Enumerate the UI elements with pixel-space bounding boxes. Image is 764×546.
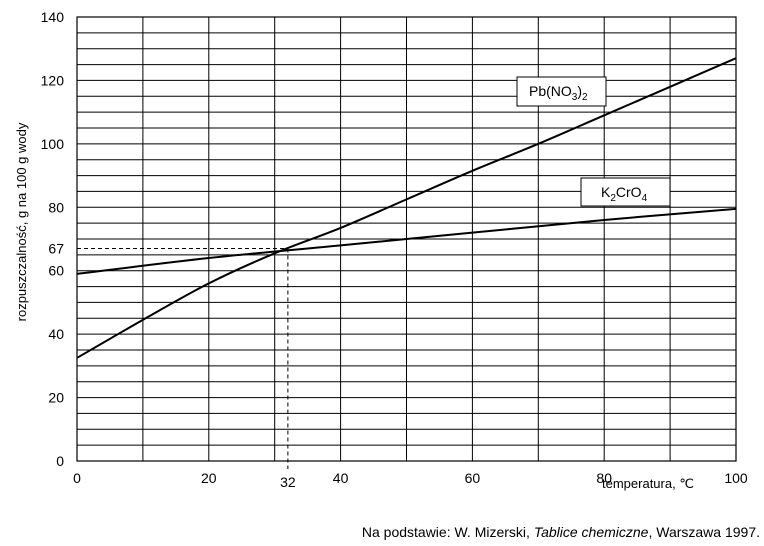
y-tick-label: 60	[48, 263, 64, 279]
plot-frame	[76, 16, 737, 462]
intersection-y-label: 67	[48, 241, 64, 257]
y-tick-label: 0	[56, 453, 64, 469]
grid	[76, 16, 737, 462]
y-tick-label: 120	[41, 72, 65, 88]
x-axis-label: temperatura, ℃	[602, 476, 694, 491]
y-tick-label: 100	[41, 136, 65, 152]
source-note: Na podstawie: W. Mizerski, Tablice chemi…	[300, 524, 760, 540]
y-tick-label: 20	[48, 390, 64, 406]
reference-lines	[77, 248, 289, 469]
k-label-box	[580, 177, 671, 207]
x-tick-label: 60	[465, 470, 481, 486]
series-line-k2cro4	[76, 207, 737, 275]
source-suffix: , Warszawa 1997.	[648, 524, 760, 540]
x-tick-label: 100	[724, 470, 748, 486]
y-tick-label: 80	[48, 199, 64, 215]
x-tick-label: 40	[333, 470, 349, 486]
source-title: Tablice chemiczne	[533, 524, 649, 540]
x-tick-label: 20	[201, 470, 217, 486]
y-tick-label: 40	[48, 326, 64, 342]
y-axis-label: rozpuszczalność, g na 100 g wody	[14, 122, 29, 321]
k-series-label: K2CrO4	[601, 184, 648, 204]
pb-label-box	[516, 76, 607, 107]
intersection-x-label: 32	[280, 474, 296, 490]
source-prefix: Na podstawie: W. Mizerski,	[361, 524, 534, 540]
x-tick-label: 0	[73, 470, 81, 486]
series-line-pb-no3-2	[76, 57, 737, 359]
tick-labels: 0 20 40 60 80 100 120 140 0 20 40 60 80 100 67 32	[41, 9, 748, 490]
pb-series-label: Pb(NO3)2	[529, 83, 588, 103]
y-tick-label: 140	[41, 9, 65, 25]
series-lines	[76, 57, 737, 359]
x-tick-label: 80	[596, 470, 612, 486]
